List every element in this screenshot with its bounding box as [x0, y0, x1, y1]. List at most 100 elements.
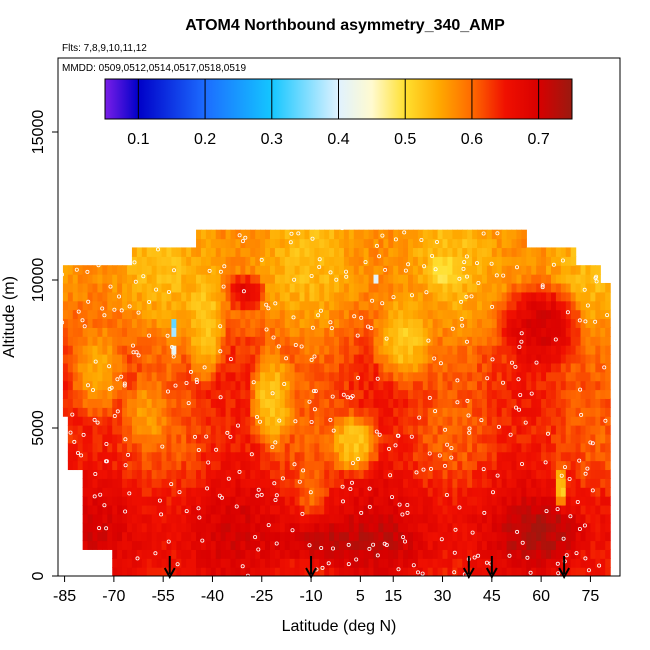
heatmap-cell	[491, 389, 498, 399]
heatmap-cell	[516, 398, 522, 408]
observation-point	[132, 260, 137, 265]
heatmap-cell	[600, 442, 606, 453]
heatmap-cell	[112, 265, 118, 275]
heatmap-cell	[422, 336, 429, 346]
heatmap-cell	[136, 522, 143, 533]
heatmap-cell	[324, 380, 330, 391]
heatmap-cell	[122, 398, 128, 408]
heatmap-cell	[235, 487, 241, 497]
heatmap-cell	[511, 345, 518, 355]
heatmap-cell	[526, 300, 532, 311]
heatmap-cell	[314, 256, 320, 266]
heatmap-cell	[417, 549, 424, 559]
heatmap-cell	[265, 451, 271, 462]
observation-point	[442, 463, 447, 468]
heatmap-cell	[265, 478, 271, 488]
heatmap-cell	[146, 354, 153, 364]
observation-point	[597, 563, 602, 568]
observation-point	[318, 308, 323, 313]
heatmap-cell	[161, 336, 168, 346]
heatmap-cell	[373, 460, 380, 471]
heatmap-cell	[230, 496, 237, 506]
heatmap-cell	[388, 229, 394, 240]
heatmap-cell	[472, 496, 478, 506]
heatmap-cell	[240, 407, 246, 417]
heatmap-cell	[161, 309, 168, 320]
heatmap-cell	[294, 416, 301, 426]
heatmap-cell	[255, 318, 261, 328]
heatmap-cell	[284, 336, 291, 346]
observation-point	[453, 527, 458, 532]
heatmap-cell	[408, 478, 414, 488]
heatmap-cell	[363, 513, 370, 524]
heatmap-cell	[363, 309, 370, 320]
heatmap-cell	[225, 522, 232, 533]
heatmap-cell	[136, 247, 143, 257]
heatmap-cell	[452, 433, 458, 444]
heatmap-cell	[210, 389, 217, 399]
heatmap-cell	[279, 389, 286, 399]
heatmap-cell	[181, 291, 187, 302]
heatmap-cell	[260, 504, 266, 515]
heatmap-cell	[339, 238, 345, 249]
heatmap-cell	[210, 300, 217, 311]
observation-point	[92, 417, 97, 422]
heatmap-cell	[546, 274, 552, 284]
heatmap-cell	[299, 425, 306, 435]
observation-point	[100, 306, 105, 311]
heatmap-cell	[304, 256, 311, 266]
heatmap-cell	[220, 398, 227, 408]
heatmap-cell	[358, 442, 365, 453]
heatmap-cell	[531, 362, 537, 373]
heatmap-cell	[580, 380, 587, 391]
heatmap-cell	[343, 274, 350, 284]
heatmap-cell	[279, 433, 286, 444]
heatmap-cell	[250, 291, 256, 302]
heatmap-cell	[265, 531, 271, 542]
heatmap-cell	[339, 513, 345, 524]
observation-point	[346, 562, 351, 567]
heatmap-cell	[491, 291, 498, 302]
heatmap-cell	[141, 442, 148, 453]
heatmap-cell	[472, 416, 478, 426]
heatmap-cell	[383, 318, 389, 328]
heatmap-cell	[151, 513, 158, 524]
heatmap-cell	[107, 318, 113, 328]
heatmap-cell	[72, 451, 79, 462]
heatmap-cell	[131, 504, 138, 515]
heatmap-cell	[412, 460, 419, 471]
heatmap-cell	[260, 442, 266, 453]
heatmap-cell	[77, 318, 84, 328]
heatmap-cell	[62, 336, 69, 346]
heatmap-cell	[210, 442, 217, 453]
observation-point	[310, 236, 315, 241]
heatmap-cell	[368, 407, 375, 417]
heatmap-cell	[373, 256, 380, 266]
heatmap-cell	[334, 522, 340, 533]
heatmap-cell	[417, 540, 424, 550]
heatmap-cell	[176, 531, 182, 542]
heatmap-cell	[560, 522, 567, 533]
heatmap-cell	[432, 567, 439, 576]
heatmap-cell	[67, 442, 74, 453]
heatmap-cell	[250, 229, 256, 240]
heatmap-cell	[141, 256, 148, 266]
heatmap-cell	[136, 540, 143, 550]
heatmap-cell	[501, 451, 508, 462]
heatmap-cell	[319, 362, 325, 373]
heatmap-cell	[334, 371, 340, 382]
heatmap-cell	[171, 354, 177, 364]
observation-point	[583, 471, 588, 476]
heatmap-cell	[457, 380, 463, 391]
heatmap-cell	[82, 327, 89, 337]
heatmap-cell	[467, 416, 473, 426]
heatmap-cell	[215, 371, 222, 382]
heatmap-cell	[353, 549, 360, 559]
heatmap-cell	[309, 496, 315, 506]
heatmap-cell	[324, 238, 330, 249]
heatmap-cell	[472, 504, 478, 515]
heatmap-cell	[215, 238, 222, 249]
heatmap-cell	[412, 336, 419, 346]
heatmap-cell	[575, 336, 582, 346]
heatmap-cell	[560, 504, 567, 515]
